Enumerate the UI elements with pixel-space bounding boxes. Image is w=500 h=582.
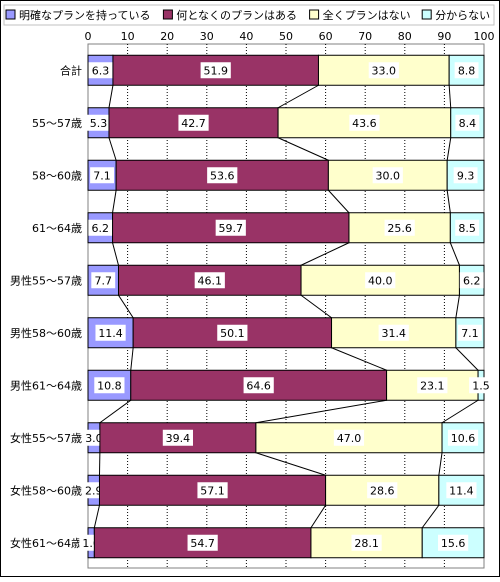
x-tick-label: 10: [121, 30, 135, 43]
data-label: 33.0: [372, 64, 397, 77]
data-label: 15.6: [441, 537, 466, 550]
legend-label: 全くプランはない: [323, 8, 411, 22]
x-tick-label: 50: [279, 30, 293, 43]
data-label: 28.1: [354, 537, 379, 550]
legend-swatch: [6, 10, 15, 19]
data-label: 39.4: [166, 432, 191, 445]
category-label: 61～64歳: [32, 222, 82, 235]
data-label: 10.6: [451, 432, 476, 445]
data-label: 50.1: [220, 327, 245, 340]
x-tick-label: 60: [319, 30, 333, 43]
x-tick-label: 90: [437, 30, 451, 43]
data-label: 6.2: [463, 274, 481, 287]
data-label: 43.6: [352, 117, 377, 130]
data-label: 40.0: [368, 274, 393, 287]
legend-label: 分からない: [435, 9, 490, 22]
x-tick-label: 40: [239, 30, 253, 43]
category-label: 男性58～60歳: [10, 326, 82, 340]
category-label: 58～60歳: [32, 169, 82, 182]
data-label: 51.9: [203, 64, 228, 77]
data-label: 46.1: [198, 274, 223, 287]
data-label: 1.5: [472, 379, 490, 392]
data-label: 11.4: [449, 484, 474, 497]
x-tick-label: 30: [200, 30, 214, 43]
data-label: 6.3: [92, 64, 110, 77]
data-label: 9.3: [457, 169, 475, 182]
data-label: 31.4: [381, 327, 406, 340]
data-label: 53.6: [210, 169, 235, 182]
data-label: 7.1: [461, 327, 479, 340]
data-label: 5.3: [90, 117, 108, 130]
category-label: 男性55～57歳: [10, 273, 82, 287]
data-label: 8.4: [459, 117, 477, 130]
data-label: 10.8: [97, 379, 122, 392]
legend-swatch: [422, 10, 431, 19]
data-label: 8.5: [458, 222, 476, 235]
data-label: 59.7: [219, 222, 244, 235]
data-label: 47.0: [337, 432, 362, 445]
data-label: 54.7: [190, 537, 215, 550]
legend-swatch: [163, 10, 172, 19]
category-label: 55～57歳: [32, 117, 82, 130]
data-label: 11.4: [98, 327, 123, 340]
data-label: 8.8: [458, 64, 476, 77]
data-label: 25.6: [387, 222, 412, 235]
x-tick-label: 80: [398, 30, 412, 43]
x-tick-label: 100: [474, 30, 495, 43]
legend: 明確なプランを持っている 何となくのプランはある 全くプランはない 分からない: [4, 5, 494, 25]
data-label: 42.7: [181, 117, 206, 130]
x-tick-label: 20: [160, 30, 174, 43]
category-label: 合計: [60, 63, 82, 77]
legend-swatch: [310, 10, 319, 19]
legend-label: 明確なプランを持っている: [19, 8, 150, 22]
category-label: 女性61～64歳: [10, 536, 82, 550]
data-label: 23.1: [420, 379, 445, 392]
x-tick-label: 70: [358, 30, 372, 43]
category-label: 女性55～57歳: [10, 431, 82, 445]
x-tick-label: 0: [85, 30, 92, 43]
data-label: 64.6: [246, 379, 271, 392]
data-label: 7.1: [93, 169, 111, 182]
category-label: 男性61～64歳: [10, 378, 82, 392]
legend-label: 何となくのプランはある: [176, 9, 297, 22]
data-label: 6.2: [92, 222, 110, 235]
data-label: 30.0: [376, 169, 401, 182]
data-label: 28.6: [370, 484, 395, 497]
data-label: 7.7: [94, 274, 112, 287]
data-label: 57.1: [200, 484, 225, 497]
category-label: 女性58～60歳: [10, 483, 82, 497]
